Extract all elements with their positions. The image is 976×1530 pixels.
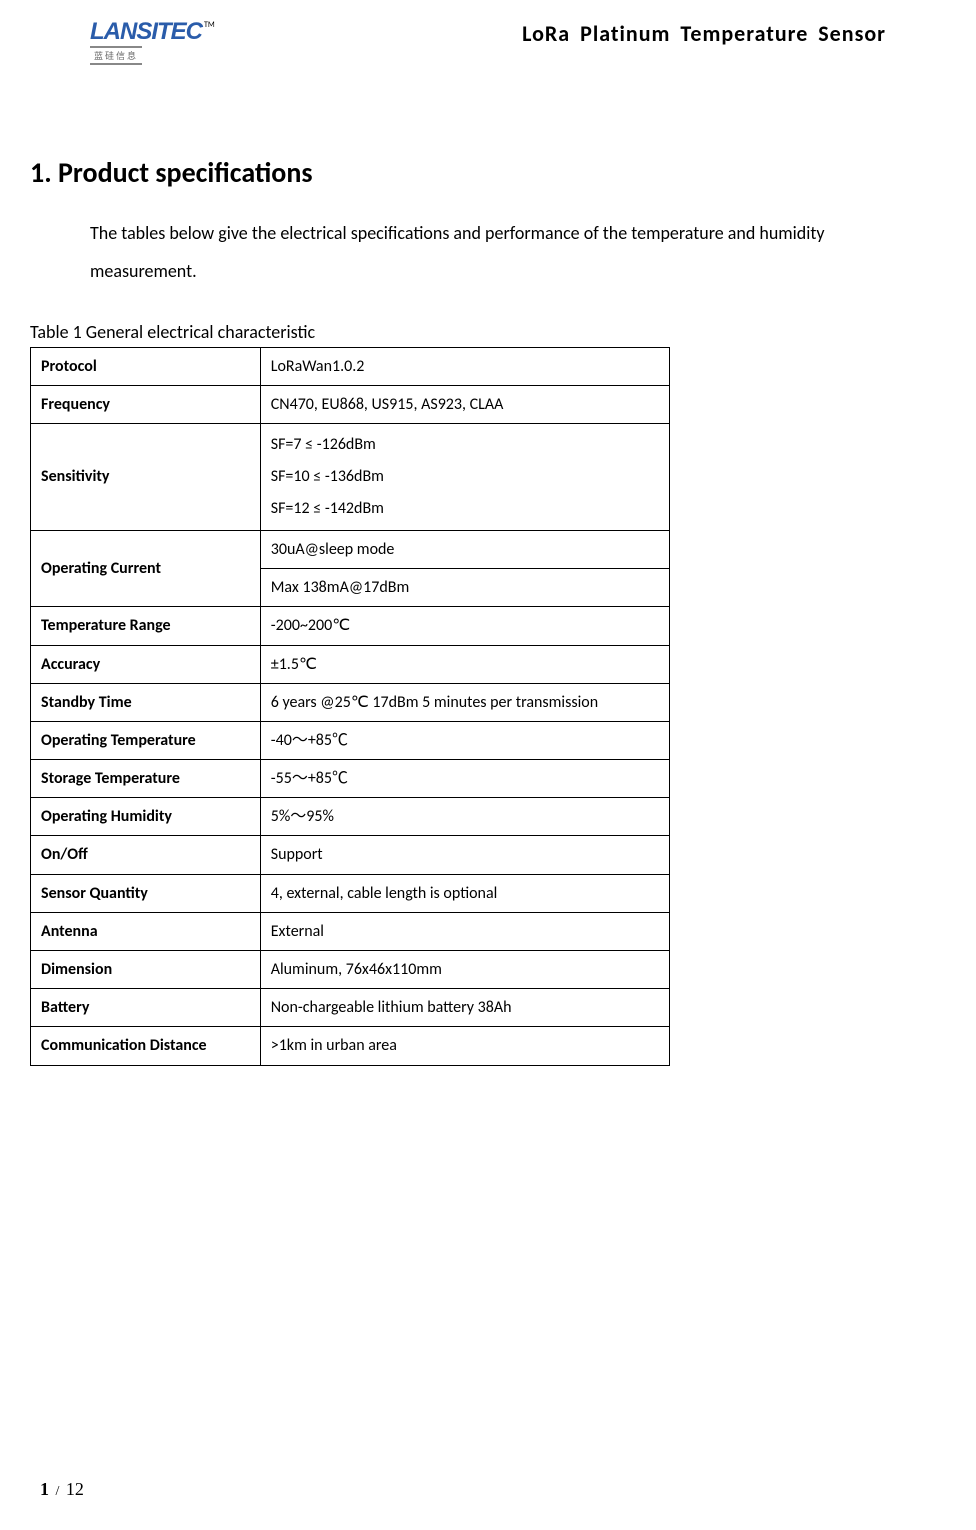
page-separator: /	[56, 1484, 60, 1499]
spec-value: Aluminum, 76x46x110mm	[260, 951, 669, 989]
section-intro: The tables below give the electrical spe…	[90, 215, 886, 291]
spec-value: -55～+85℃	[260, 760, 669, 798]
table-row: On/OffSupport	[31, 836, 670, 874]
spec-label: Temperature Range	[31, 607, 261, 645]
table-row: Accuracy±1.5℃	[31, 645, 670, 683]
table-caption: Table 1 General electrical characteristi…	[30, 321, 886, 343]
total-pages: 12	[66, 1479, 84, 1499]
spec-label: Sensor Quantity	[31, 874, 261, 912]
table-row: Operating Temperature-40～+85℃	[31, 721, 670, 759]
table-row: Communication Distance>1km in urban area	[31, 1027, 670, 1065]
spec-label: Protocol	[31, 347, 261, 385]
current-page: 1	[40, 1479, 49, 1499]
table-row: Standby Time6 years @25℃ 17dBm 5 minutes…	[31, 683, 670, 721]
table-row: DimensionAluminum, 76x46x110mm	[31, 951, 670, 989]
spec-value: External	[260, 912, 669, 950]
spec-label: Operating Temperature	[31, 721, 261, 759]
spec-value: >1km in urban area	[260, 1027, 669, 1065]
section-heading: 1. Product specifications	[30, 155, 886, 190]
logo-trademark: TM	[204, 20, 215, 30]
spec-value: Max 138mA@17dBm	[260, 569, 669, 607]
table-row: Operating Humidity5%～95%	[31, 798, 670, 836]
spec-label: Frequency	[31, 385, 261, 423]
table-row: Operating Current30uA@sleep mode	[31, 530, 670, 568]
spec-value-line: SF=7 ≤ -126dBm	[271, 429, 659, 461]
table-row: BatteryNon-chargeable lithium battery 38…	[31, 989, 670, 1027]
spec-value: 30uA@sleep mode	[260, 530, 669, 568]
table-row: Storage Temperature-55～+85℃	[31, 760, 670, 798]
spec-value: 5%～95%	[260, 798, 669, 836]
spec-label: Battery	[31, 989, 261, 1027]
logo: LANSITECTM 蓝硅信息	[90, 20, 215, 65]
table-row: ProtocolLoRaWan1.0.2	[31, 347, 670, 385]
spec-label: Operating Current	[31, 530, 261, 606]
table-row: SensitivitySF=7 ≤ -126dBmSF=10 ≤ -136dBm…	[31, 423, 670, 530]
spec-label: Storage Temperature	[31, 760, 261, 798]
spec-value: Non-chargeable lithium battery 38Ah	[260, 989, 669, 1027]
specs-table: ProtocolLoRaWan1.0.2FrequencyCN470, EU86…	[30, 347, 670, 1066]
spec-label: Standby Time	[31, 683, 261, 721]
spec-label: Sensitivity	[31, 423, 261, 530]
spec-label: Operating Humidity	[31, 798, 261, 836]
spec-value: 6 years @25℃ 17dBm 5 minutes per transmi…	[260, 683, 669, 721]
table-row: FrequencyCN470, EU868, US915, AS923, CLA…	[31, 385, 670, 423]
table-row: Sensor Quantity4, external, cable length…	[31, 874, 670, 912]
spec-value: Support	[260, 836, 669, 874]
document-title: LoRa Platinum Temperature Sensor	[522, 20, 886, 47]
spec-label: Dimension	[31, 951, 261, 989]
table-row: Temperature Range-200~200℃	[31, 607, 670, 645]
spec-label: Antenna	[31, 912, 261, 950]
spec-value-line: SF=10 ≤ -136dBm	[271, 461, 659, 493]
table-row: AntennaExternal	[31, 912, 670, 950]
spec-value: 4, external, cable length is optional	[260, 874, 669, 912]
spec-value-line: SF=12 ≤ -142dBm	[271, 493, 659, 525]
spec-value: CN470, EU868, US915, AS923, CLAA	[260, 385, 669, 423]
logo-text: LANSITEC	[90, 18, 202, 45]
spec-value: SF=7 ≤ -126dBmSF=10 ≤ -136dBmSF=12 ≤ -14…	[260, 423, 669, 530]
page-footer: 1 / 12	[40, 1479, 84, 1500]
spec-value: LoRaWan1.0.2	[260, 347, 669, 385]
spec-value: ±1.5℃	[260, 645, 669, 683]
spec-value: -200~200℃	[260, 607, 669, 645]
page-header: LANSITECTM 蓝硅信息 LoRa Platinum Temperatur…	[90, 20, 886, 65]
spec-value: -40～+85℃	[260, 721, 669, 759]
logo-subtext: 蓝硅信息	[90, 46, 142, 65]
logo-main-line: LANSITECTM	[90, 20, 215, 44]
spec-label: On/Off	[31, 836, 261, 874]
spec-label: Accuracy	[31, 645, 261, 683]
spec-label: Communication Distance	[31, 1027, 261, 1065]
